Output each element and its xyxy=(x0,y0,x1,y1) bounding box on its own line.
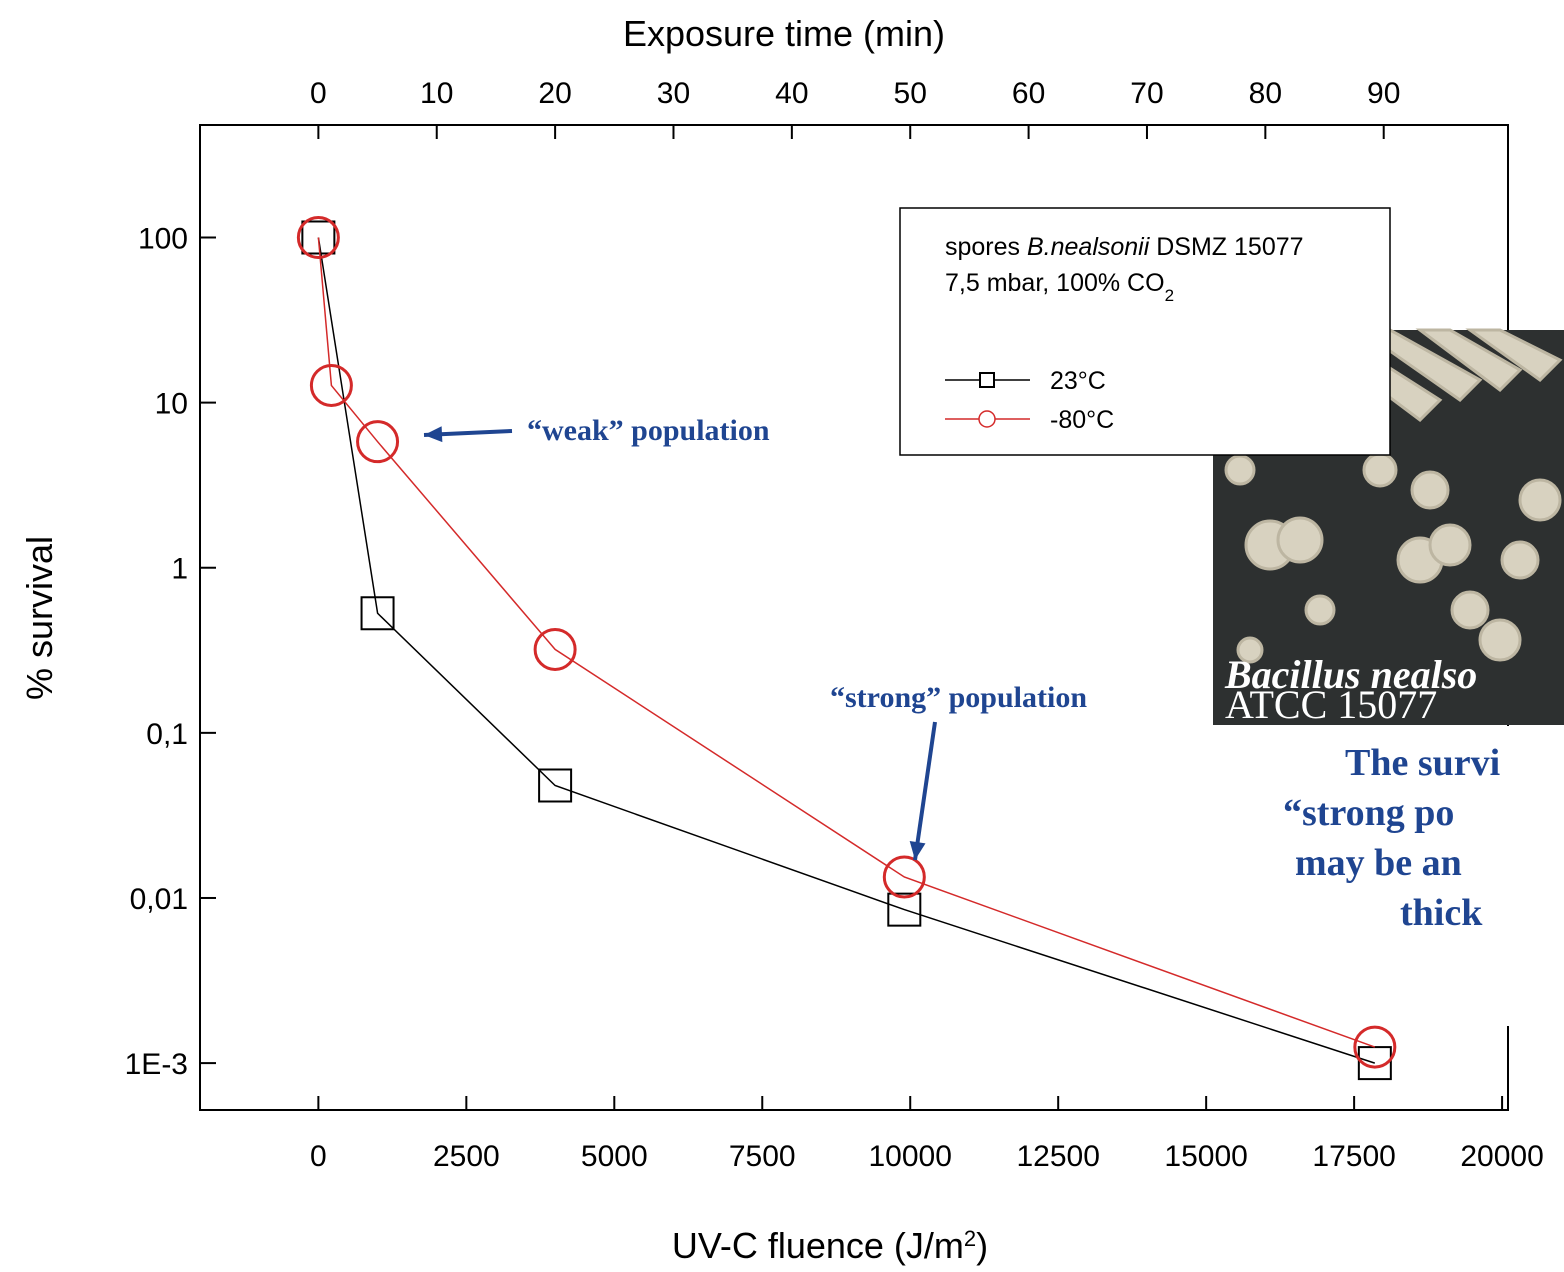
x2-tick-label: 80 xyxy=(1249,77,1282,110)
marker-square xyxy=(1357,1046,1392,1081)
legend-subtitle: 7,5 mbar, 100% CO2 xyxy=(945,269,1174,305)
legend-subtitle-part: 2 xyxy=(1165,286,1174,305)
marker-square xyxy=(538,768,573,803)
side-text-background xyxy=(1490,726,1520,1026)
x-tick-label: 0 xyxy=(310,1140,327,1173)
marker-circle xyxy=(296,215,340,259)
side-text: thick xyxy=(1400,892,1483,934)
x-tick-label: 5000 xyxy=(581,1140,648,1173)
marker-circle xyxy=(356,420,400,464)
x-tick-label: 7500 xyxy=(729,1140,796,1173)
legend-label: -80°C xyxy=(1050,406,1114,434)
inset-caption: ATCC 15077 xyxy=(1225,682,1437,727)
y-tick-label: 100 xyxy=(138,222,188,255)
inset-caption: Bacillus nealso xyxy=(1224,652,1477,697)
legend-title-part: DSMZ 15077 xyxy=(1149,233,1303,261)
x-axis-label-part: UV-C fluence (J/m xyxy=(672,1225,964,1266)
y-tick-label: 10 xyxy=(155,388,188,421)
legend-subtitle-part: 7,5 mbar, 100% CO xyxy=(945,269,1165,297)
x2-tick-label: 30 xyxy=(657,77,690,110)
x-axis-label: UV-C fluence (J/m2) xyxy=(672,1225,988,1266)
marker-square xyxy=(979,372,995,388)
x-tick-label: 15000 xyxy=(1164,1140,1247,1173)
y-tick-label: 0,01 xyxy=(130,883,188,916)
legend-title-part: B.nealsonii xyxy=(1027,233,1151,261)
x-tick-label: 12500 xyxy=(1016,1140,1099,1173)
x-axis-label-part: ) xyxy=(976,1225,988,1266)
series-line xyxy=(317,237,1376,1064)
marker-square xyxy=(360,596,395,631)
marker-circle xyxy=(533,627,577,671)
annotation: “weak” population xyxy=(527,414,770,447)
x-tick-label: 20000 xyxy=(1460,1140,1543,1173)
side-text: may be an xyxy=(1295,842,1462,884)
marker-square xyxy=(887,892,922,927)
x-axis-label-part: 2 xyxy=(964,1226,976,1251)
y-tick-label: 0,1 xyxy=(146,718,188,751)
marker-circle xyxy=(309,363,353,407)
marker-square xyxy=(301,220,336,255)
series-line xyxy=(317,237,1376,1048)
x2-tick-label: 0 xyxy=(310,77,327,110)
side-text: The survi xyxy=(1345,742,1500,784)
y-tick-label: 1E-3 xyxy=(125,1048,188,1081)
x2-tick-label: 40 xyxy=(775,77,808,110)
x2-tick-label: 90 xyxy=(1367,77,1400,110)
marker-circle xyxy=(882,855,926,899)
y-axis-label: % survival xyxy=(19,536,60,700)
annotation: “strong” population xyxy=(830,681,1087,714)
annotation-arrow-head xyxy=(424,426,443,443)
y-tick-label: 1 xyxy=(171,553,188,586)
legend-label: 23°C xyxy=(1050,367,1106,395)
x2-axis-label: Exposure time (min) xyxy=(623,13,945,54)
marker-circle xyxy=(978,410,996,428)
x-tick-label: 2500 xyxy=(433,1140,500,1173)
x-tick-label: 17500 xyxy=(1312,1140,1395,1173)
annotation-arrow-head xyxy=(909,841,926,860)
x2-tick-label: 20 xyxy=(538,77,571,110)
x2-tick-label: 50 xyxy=(894,77,927,110)
x2-tick-label: 10 xyxy=(420,77,453,110)
legend-title: spores B.nealsonii DSMZ 15077 xyxy=(945,233,1304,261)
annotation-arrow-shaft xyxy=(913,721,937,861)
legend-title-part: spores xyxy=(945,233,1027,261)
x2-tick-label: 60 xyxy=(1012,77,1045,110)
marker-circle xyxy=(1353,1025,1397,1069)
side-text: “strong po xyxy=(1283,792,1454,834)
x2-tick-label: 70 xyxy=(1130,77,1163,110)
x-tick-label: 10000 xyxy=(869,1140,952,1173)
